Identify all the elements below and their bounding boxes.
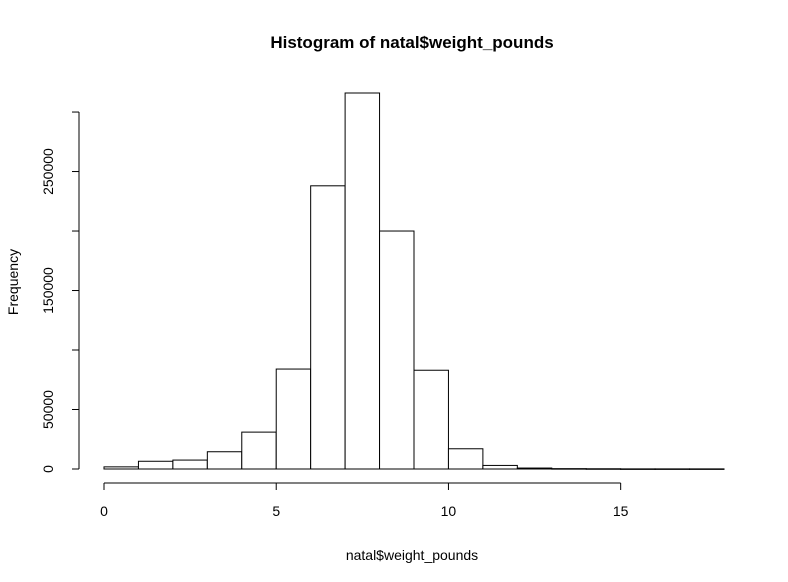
y-tick-label-0: 0 xyxy=(40,465,56,473)
y-axis-label: Frequency xyxy=(5,249,21,315)
histogram-bar-11-12 xyxy=(482,464,518,470)
y-tick-label-50000: 50000 xyxy=(40,390,56,429)
histogram-bar-17-18 xyxy=(689,468,725,470)
y-tick-label-250000: 250000 xyxy=(40,148,56,195)
histogram-bar-7-8 xyxy=(344,92,381,470)
histogram-bar-2-3 xyxy=(172,459,208,470)
histogram-bar-12-13 xyxy=(516,467,553,470)
histogram-bar-16-17 xyxy=(654,468,691,470)
x-tick-label-10: 10 xyxy=(441,503,457,519)
y-axis: 0 50000 150000 250000 xyxy=(40,111,80,473)
histogram-bar-10-11 xyxy=(447,448,484,470)
y-tick-label-150000: 150000 xyxy=(40,267,56,314)
histogram-bar-0-1 xyxy=(103,466,139,470)
histogram-bar-5-6 xyxy=(275,368,312,470)
x-axis: 0 5 10 15 xyxy=(100,482,629,519)
histogram-bar-6-7 xyxy=(310,185,346,470)
x-axis-label: natal$weight_pounds xyxy=(346,547,478,563)
histogram-bar-1-2 xyxy=(137,460,174,470)
histogram-bar-4-5 xyxy=(241,431,277,470)
x-tick-label-15: 15 xyxy=(613,503,629,519)
histogram-bar-13-14 xyxy=(551,468,587,470)
x-tick-label-0: 0 xyxy=(100,503,108,519)
histogram-bar-15-16 xyxy=(620,468,656,470)
histogram-bar-3-4 xyxy=(206,451,243,470)
bars-group xyxy=(103,92,725,470)
histogram-bar-14-15 xyxy=(585,468,622,470)
histogram-bar-9-10 xyxy=(413,369,449,470)
x-tick-label-5: 5 xyxy=(272,503,280,519)
histogram-bar-8-9 xyxy=(379,230,415,470)
chart-title: Histogram of natal$weight_pounds xyxy=(270,33,553,52)
